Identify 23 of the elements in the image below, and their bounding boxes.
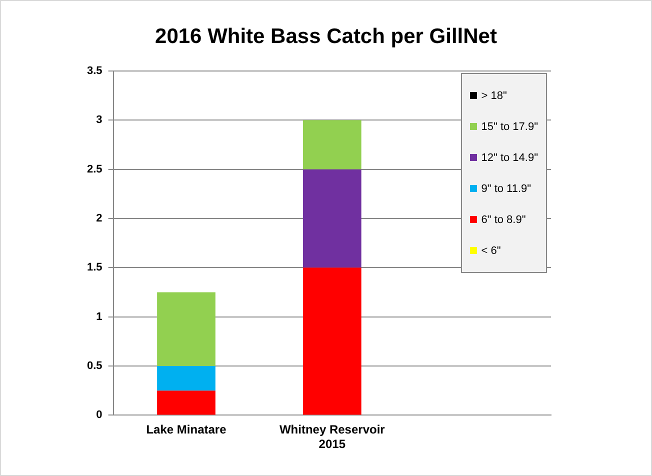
bar xyxy=(302,268,362,415)
y-tick-label: 1 xyxy=(96,310,102,323)
bar xyxy=(302,120,362,170)
y-tick-label: 3 xyxy=(96,114,102,126)
y-tick-label: 1.5 xyxy=(86,262,102,274)
x-tick-label: Lake Minatare xyxy=(146,422,227,437)
y-tick-label: 3.5 xyxy=(86,65,102,78)
y-tick-label: 2 xyxy=(96,212,102,225)
bar xyxy=(157,390,216,415)
bar xyxy=(302,169,362,268)
x-tick-label: Whitney Reservoir 2015 xyxy=(279,422,386,452)
y-tick-label: 0 xyxy=(96,409,102,422)
bar xyxy=(157,292,216,366)
legend-label: 9" to 11.9" xyxy=(481,182,532,194)
chart-title: 2016 White Bass Catch per GillNet xyxy=(154,25,498,49)
legend-label: > 18" xyxy=(481,90,507,102)
y-tick-label: 0.5 xyxy=(86,360,102,372)
legend-label: 12" to 14.9" xyxy=(481,152,538,164)
legend-label: 15" to 17.9" xyxy=(481,120,538,132)
legend-label: 6" to 8.9" xyxy=(481,214,526,226)
legend-label: < 6" xyxy=(481,244,501,256)
y-tick-label: 2.5 xyxy=(86,163,102,176)
bar xyxy=(157,366,216,391)
